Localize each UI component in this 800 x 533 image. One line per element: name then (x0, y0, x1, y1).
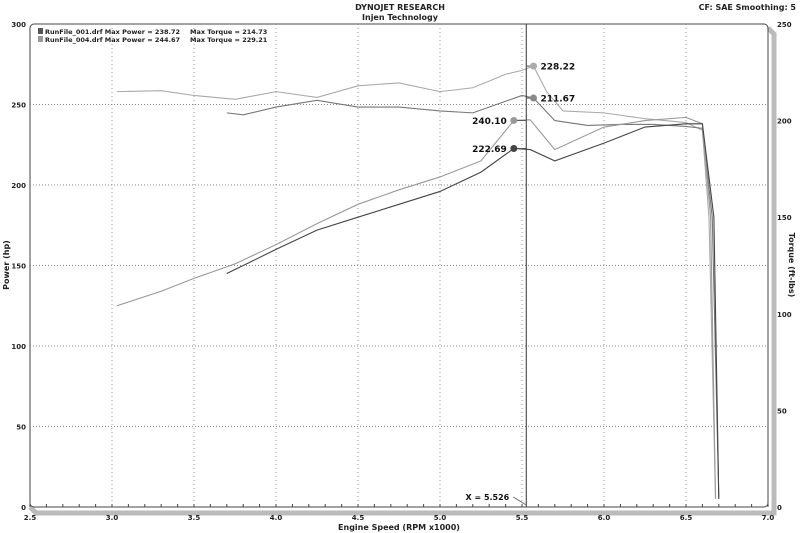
frame-shadow (28, 26, 777, 516)
y-left-tick-label: 50 (16, 424, 26, 432)
legend-swatch (38, 36, 43, 42)
x-axis-label: Engine Speed (RPM x1000) (338, 523, 460, 532)
x-tick-label: 4.5 (352, 514, 365, 522)
marker-label: 222.69 (472, 145, 507, 155)
value-marker (510, 116, 518, 124)
y-right-tick-label: 0 (777, 504, 782, 512)
value-marker (529, 94, 537, 102)
x-tick-label: 3.5 (188, 514, 201, 522)
x-tick-label: 6.0 (598, 514, 611, 522)
x-tick-label: 4.0 (270, 514, 283, 522)
x-tick-label: 3.0 (106, 514, 119, 522)
y-left-tick-label: 150 (11, 263, 26, 271)
legend-entry: RunFile_001.drf Max Power = 238.72 (45, 28, 180, 36)
y-left-tick-label: 200 (11, 182, 26, 190)
value-marker (510, 144, 518, 152)
cursor-label-leader (513, 496, 527, 506)
chart-subtitle: Injen Technology (362, 13, 438, 22)
y-left-tick-label: 100 (11, 343, 26, 351)
y-right-tick-label: 200 (777, 118, 792, 126)
legend-torque: Max Torque = 229.21 (190, 36, 268, 44)
x-tick-label: 7.0 (762, 514, 775, 522)
cursor-label: X = 5.526 (466, 493, 510, 502)
x-tick-label: 5.0 (434, 514, 447, 522)
legend-entry: RunFile_004.drf Max Power = 244.67 (45, 36, 180, 44)
power-curve-run-001 (226, 123, 720, 499)
chart-title: DYNOJET RESEARCH (355, 3, 445, 12)
torque-curve-run-004 (116, 65, 717, 498)
y-right-tick-label: 50 (777, 407, 787, 415)
y-left-tick-label: 0 (21, 504, 26, 512)
marker-label: 228.22 (540, 63, 575, 73)
y-left-tick-label: 250 (11, 102, 26, 110)
legend-torque: Max Torque = 214.73 (190, 28, 267, 36)
y-right-tick-label: 150 (777, 214, 792, 222)
x-tick-label: 2.5 (24, 514, 37, 522)
legend-swatch (38, 28, 43, 34)
y-right-tick-label: 250 (777, 21, 792, 29)
y-left-tick-label: 300 (11, 21, 26, 29)
value-marker (529, 62, 537, 70)
settings-label: CF: SAE Smoothing: 5 (698, 3, 796, 12)
marker-label: 211.67 (540, 95, 575, 105)
x-tick-label: 6.5 (680, 514, 693, 522)
y-right-axis-label: Torque (ft-lbs) (787, 233, 796, 298)
y-left-axis-label: Power (hp) (2, 240, 11, 290)
power-curve-run-004 (116, 116, 717, 499)
x-tick-label: 5.5 (516, 514, 529, 522)
marker-label: 240.10 (472, 117, 507, 127)
torque-curve-run-001 (226, 94, 720, 498)
y-right-tick-label: 100 (777, 311, 792, 319)
